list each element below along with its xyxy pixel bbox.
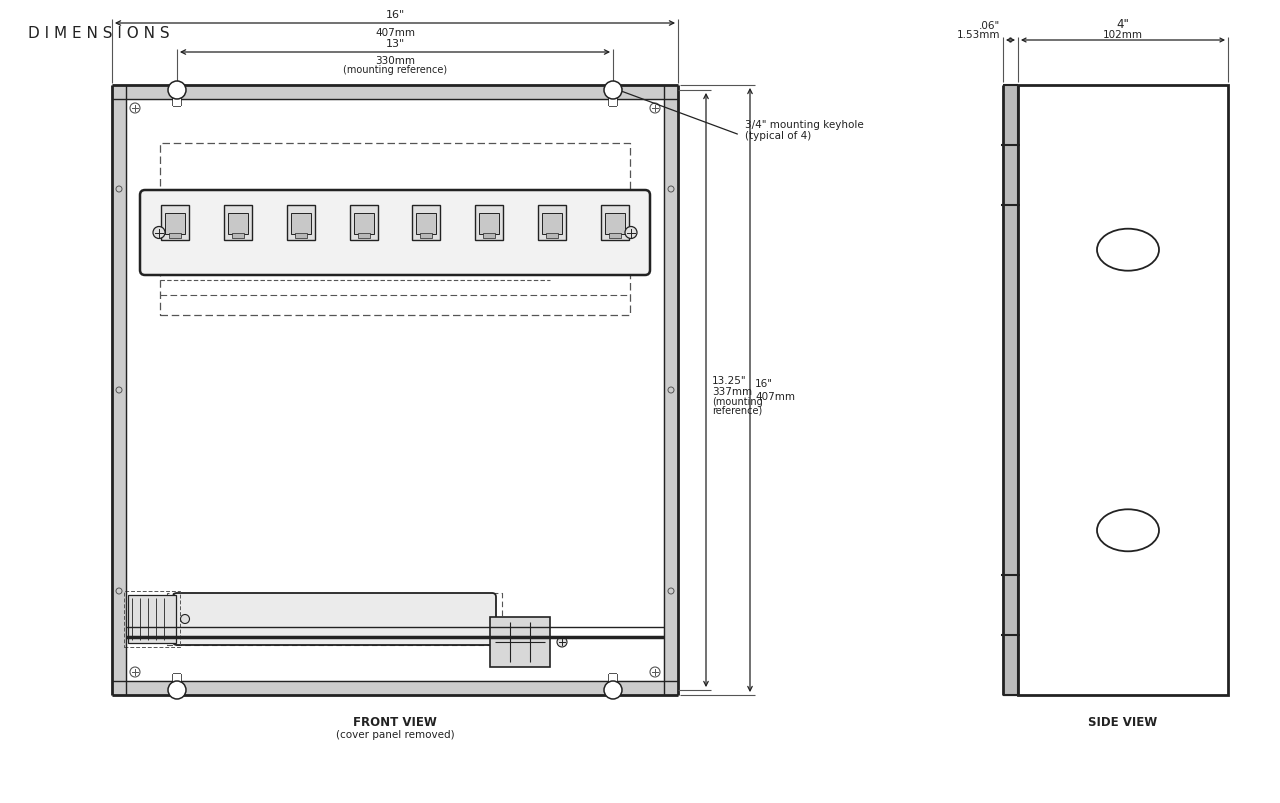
Bar — [166, 593, 502, 645]
Bar — [165, 214, 186, 234]
Text: 330mm: 330mm — [375, 56, 415, 66]
Bar — [228, 214, 248, 234]
Bar — [609, 675, 617, 690]
Bar — [538, 206, 566, 241]
Bar — [294, 234, 307, 238]
Text: SIDE VIEW: SIDE VIEW — [1088, 715, 1157, 728]
Circle shape — [180, 615, 189, 624]
Circle shape — [168, 82, 186, 100]
Bar — [605, 214, 625, 234]
Text: D I M E N S I O N S: D I M E N S I O N S — [28, 26, 170, 41]
Bar — [173, 675, 180, 690]
Text: 3/4" mounting keyhole: 3/4" mounting keyhole — [745, 120, 864, 130]
Text: 4": 4" — [1116, 18, 1129, 31]
Text: 16": 16" — [755, 378, 773, 389]
Text: (mounting reference): (mounting reference) — [343, 65, 447, 75]
Text: reference): reference) — [712, 406, 763, 415]
Bar — [609, 91, 617, 107]
Text: 102mm: 102mm — [1103, 30, 1143, 40]
Circle shape — [625, 227, 637, 239]
Text: 13.25": 13.25" — [712, 376, 746, 385]
Polygon shape — [113, 86, 678, 100]
Bar — [173, 91, 180, 107]
Polygon shape — [664, 86, 678, 695]
Bar — [169, 234, 180, 238]
Text: 16": 16" — [385, 10, 404, 20]
Bar — [609, 234, 621, 238]
Bar — [420, 234, 433, 238]
Text: (typical of 4): (typical of 4) — [745, 131, 812, 141]
Text: 13": 13" — [385, 39, 404, 49]
FancyBboxPatch shape — [140, 191, 650, 275]
Circle shape — [154, 227, 165, 239]
Bar — [291, 214, 311, 234]
Bar — [490, 618, 550, 667]
Bar — [416, 214, 436, 234]
Bar — [357, 234, 370, 238]
Text: (mounting: (mounting — [712, 397, 763, 406]
Bar — [1018, 86, 1228, 695]
Polygon shape — [1004, 86, 1018, 695]
Circle shape — [557, 638, 567, 647]
Bar — [484, 234, 495, 238]
Text: FRONT VIEW: FRONT VIEW — [353, 715, 436, 728]
Text: .06": .06" — [979, 21, 1000, 31]
Bar — [543, 214, 562, 234]
Text: 1.53mm: 1.53mm — [956, 30, 1000, 40]
Polygon shape — [113, 86, 125, 695]
Bar — [232, 234, 244, 238]
Text: 407mm: 407mm — [755, 392, 795, 402]
Circle shape — [604, 681, 622, 699]
Text: 407mm: 407mm — [375, 28, 415, 38]
Text: (cover panel removed): (cover panel removed) — [335, 729, 454, 739]
Bar — [479, 214, 499, 234]
Bar — [349, 206, 378, 241]
Text: 337mm: 337mm — [712, 386, 753, 397]
Polygon shape — [113, 681, 678, 695]
FancyBboxPatch shape — [173, 593, 497, 645]
Circle shape — [604, 82, 622, 100]
Bar — [161, 206, 189, 241]
Bar — [475, 206, 503, 241]
Bar — [160, 144, 630, 316]
Bar — [128, 595, 177, 643]
Bar — [412, 206, 440, 241]
Bar — [287, 206, 315, 241]
Circle shape — [168, 681, 186, 699]
Bar — [224, 206, 252, 241]
Bar — [353, 214, 374, 234]
Bar — [124, 591, 180, 647]
Bar — [547, 234, 558, 238]
Bar — [602, 206, 628, 241]
